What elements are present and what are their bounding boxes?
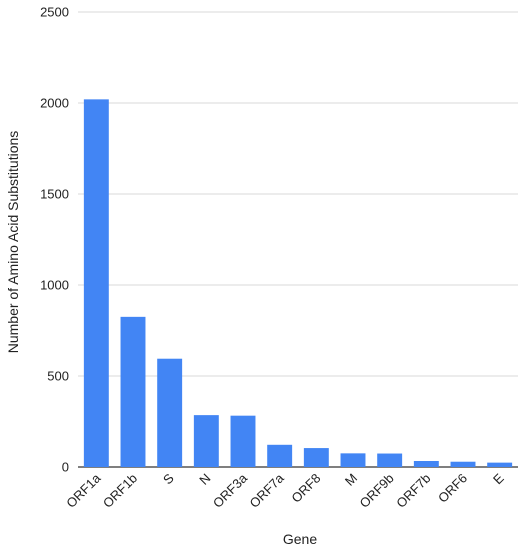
y-tick-label: 2500 [40,5,69,20]
bars [83,99,513,468]
x-axis-title: Gene [283,531,317,547]
x-tick-label: ORF7a [247,470,288,511]
y-axis-title: Number of Amino Acid Substitutions [5,131,21,354]
bar-s [157,358,183,467]
y-tick-label: 2000 [40,96,69,111]
y-tick-label: 1500 [40,187,69,202]
bar-e [487,462,513,467]
gridlines [78,11,518,468]
x-tick-label: ORF1b [100,471,140,511]
x-tick-label: ORF3a [210,470,251,511]
y-axis-ticks: 0 500 1000 1500 2000 2500 [40,5,69,475]
bar-orf7b [413,460,439,467]
bar-n [193,415,219,467]
bar-orf1a [83,99,109,468]
x-tick-label: ORF1a [63,470,104,511]
x-tick-label: N [196,471,213,488]
x-tick-label: E [490,470,507,487]
bar-orf3a [230,415,256,467]
x-tick-label: S [160,470,177,487]
y-tick-label: 0 [62,460,69,475]
bar-m [340,453,366,467]
x-tick-label: ORF7b [393,471,433,511]
x-tick-label: ORF6 [435,471,470,506]
y-tick-label: 1000 [40,278,69,293]
y-tick-label: 500 [47,369,69,384]
x-tick-label: ORF9b [357,471,397,511]
bar-orf1b [120,316,146,467]
bar-orf8 [303,448,329,467]
bar-orf9b [377,453,403,467]
x-tick-label: ORF8 [288,471,323,506]
x-tick-label: M [342,471,360,489]
bar-orf7a [267,444,293,467]
bar-orf6 [450,461,476,467]
